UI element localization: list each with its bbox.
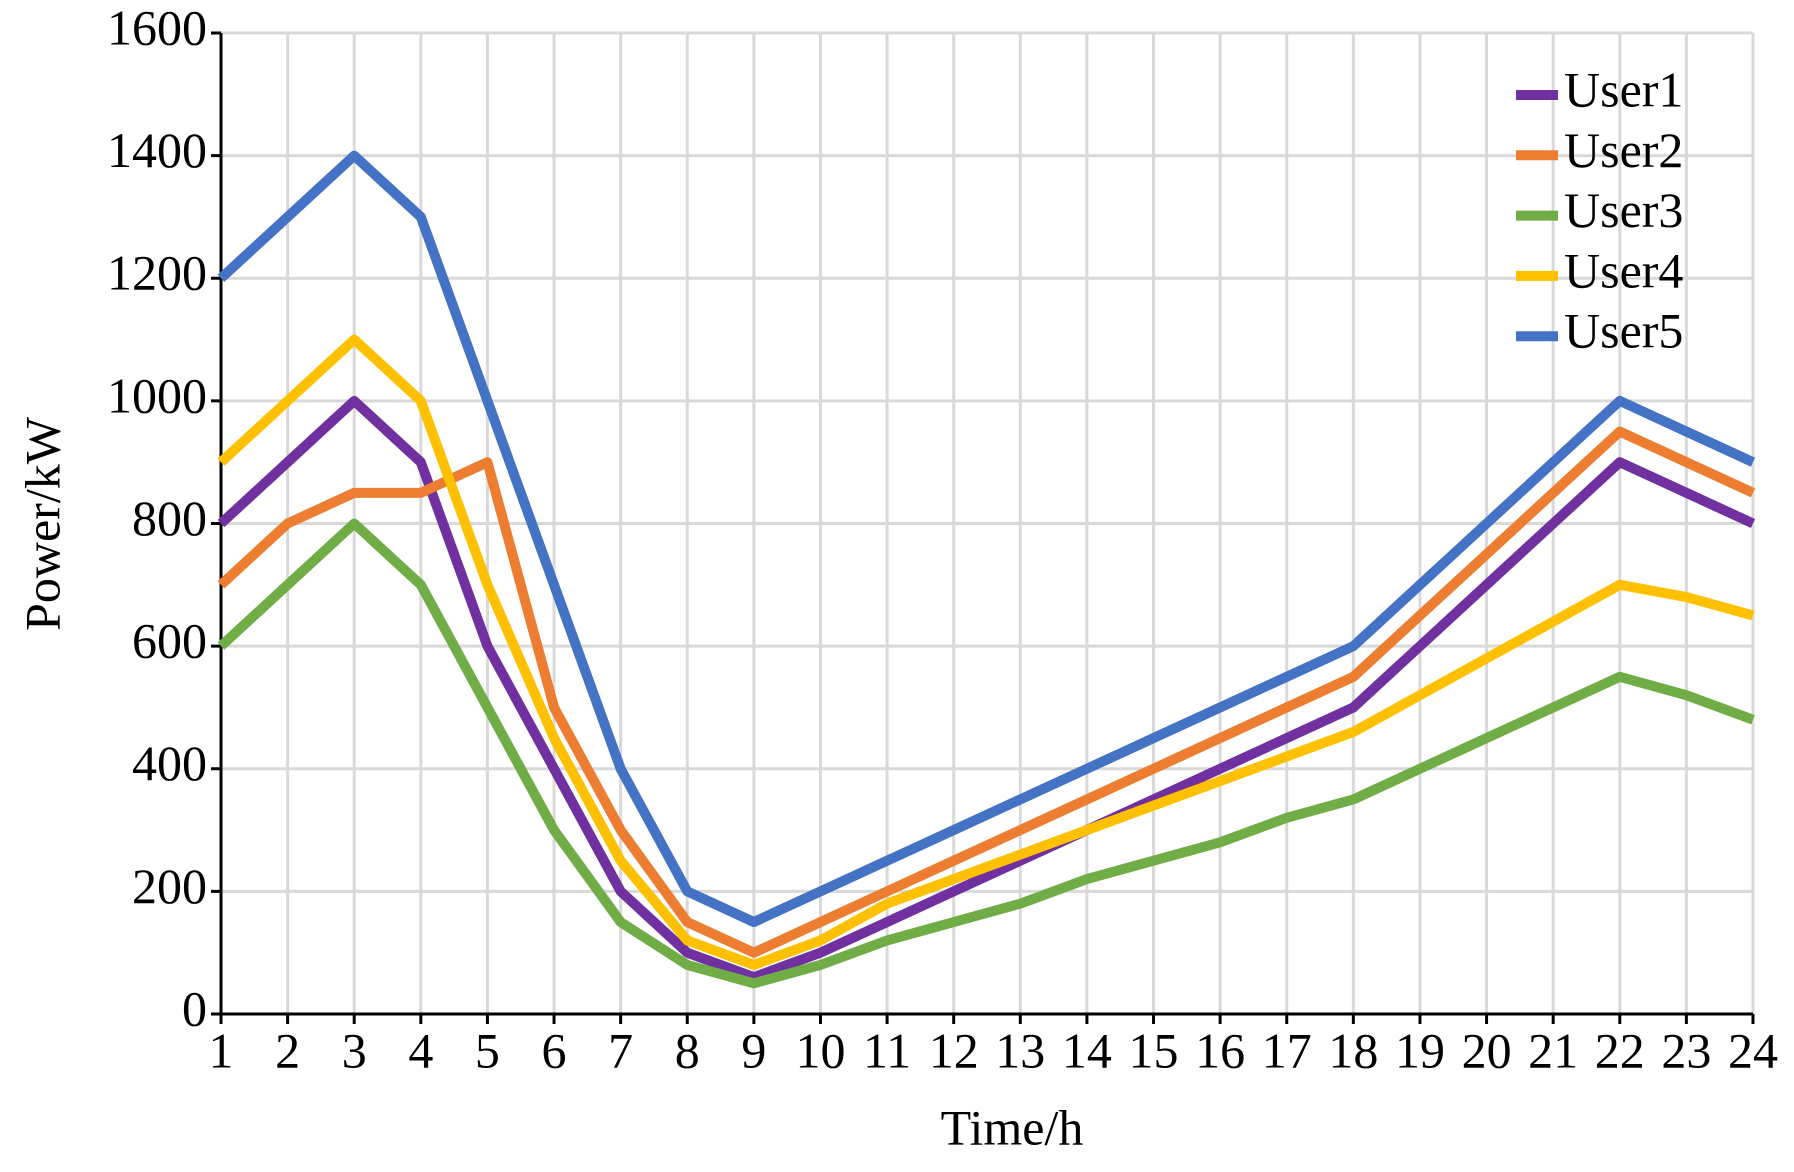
x-tick-label: 2 (275, 1022, 300, 1078)
y-tick-label: 200 (132, 858, 207, 914)
series-line (217, 518, 1755, 989)
x-axis-label: Time/h (941, 1099, 1084, 1155)
x-tick-label: 22 (1595, 1022, 1645, 1078)
x-tick-label: 7 (608, 1022, 633, 1078)
x-tick-label: 11 (863, 1022, 911, 1078)
x-tick-label: 16 (1195, 1022, 1245, 1078)
x-tick-label: 8 (675, 1022, 700, 1078)
x-tick-label: 21 (1528, 1022, 1578, 1078)
x-tick-label: 23 (1661, 1022, 1711, 1078)
legend-label: User3 (1564, 182, 1683, 238)
x-tick-label: 17 (1262, 1022, 1312, 1078)
y-tick-label: 1400 (107, 122, 207, 178)
x-tick-label: 10 (795, 1022, 845, 1078)
x-tick-label: 14 (1062, 1022, 1112, 1078)
x-tick-label: 20 (1462, 1022, 1512, 1078)
y-tick-label: 1600 (107, 0, 207, 55)
x-tick-label: 3 (342, 1022, 367, 1078)
x-tick-label: 24 (1728, 1022, 1778, 1078)
y-tick-label: 1000 (107, 367, 207, 423)
x-tick-label: 1 (209, 1022, 234, 1078)
y-tick-label: 0 (182, 980, 207, 1036)
x-tick-label: 15 (1129, 1022, 1179, 1078)
series-line (217, 395, 1756, 983)
y-tick-label: 400 (132, 735, 207, 791)
y-axis-label: Power/kW (14, 416, 70, 631)
legend-label: User5 (1564, 303, 1683, 359)
x-tick-label: 4 (408, 1022, 433, 1078)
x-tick-label: 12 (929, 1022, 979, 1078)
x-tick-label: 13 (995, 1022, 1045, 1078)
legend-label: User4 (1564, 242, 1683, 298)
y-tick-label: 800 (132, 490, 207, 546)
legend-label: User1 (1564, 61, 1683, 117)
series-line (217, 334, 1755, 970)
y-tick-label: 600 (132, 613, 207, 669)
x-tick-label: 5 (475, 1022, 500, 1078)
x-tick-label: 9 (741, 1022, 766, 1078)
series-line (217, 150, 1756, 928)
x-tick-label: 19 (1395, 1022, 1445, 1078)
x-tick-label: 6 (542, 1022, 567, 1078)
series-line (217, 426, 1756, 958)
legend-label: User2 (1564, 122, 1683, 178)
y-tick-label: 1200 (107, 245, 207, 301)
x-tick-label: 18 (1328, 1022, 1378, 1078)
